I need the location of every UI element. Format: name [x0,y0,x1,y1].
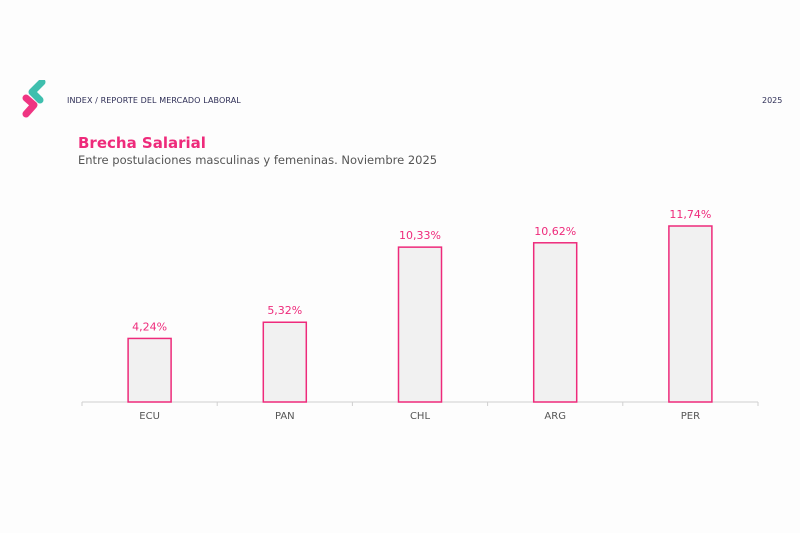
bar-per [668,225,713,403]
bar-ecu [127,337,172,403]
data-label: 4,24% [132,320,167,333]
chart-title: Brecha Salarial [78,134,206,152]
x-tick-label: CHL [410,411,431,422]
data-label: 5,32% [267,304,302,317]
x-tick-label: ECU [139,411,160,422]
x-tick-label: PAN [275,411,295,422]
x-tick-label: ARG [544,411,566,422]
data-label: 10,33% [399,229,441,242]
data-label: 11,74% [669,208,711,221]
bar-arg [532,242,578,403]
data-label: 10,62% [534,225,576,238]
x-tick-label: PER [681,411,700,422]
index-logo [22,80,46,118]
breadcrumb: INDEX / REPORTE DEL MERCADO LABORAL [67,96,241,105]
chart-subtitle: Entre postulaciones masculinas y femenin… [78,153,438,167]
bar-chl [397,246,443,403]
report-year: 2025 [762,96,783,105]
bar-pan [262,321,308,403]
